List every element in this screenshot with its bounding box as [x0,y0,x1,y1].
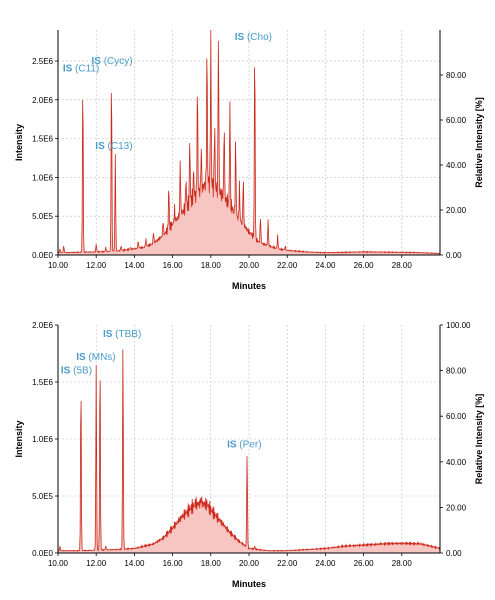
x-tick-label: 20.00 [239,261,260,270]
y-axis-title: Intensity [14,124,24,161]
x-tick-label: 10.00 [48,559,69,568]
y-tick-label: 1.0E6 [32,435,53,444]
y2-tick-label: 20.00 [446,503,467,512]
y2-tick-label: 40.00 [446,458,467,467]
x-tick-label: 24.00 [315,559,336,568]
y-tick-label: 5.0E5 [32,492,53,501]
y-tick-label: 2.0E6 [32,96,53,105]
x-tick-label: 12.00 [86,261,107,270]
x-tick-label: 18.00 [201,559,222,568]
x-tick-label: 14.00 [124,261,145,270]
x-tick-label: 12.00 [86,559,107,568]
x-tick-label: 20.00 [239,559,260,568]
y-tick-label: 2.0E6 [32,321,53,330]
y2-tick-label: 60.00 [446,412,467,421]
peak-annotation: IS (C11) [63,64,100,75]
x-axis-title: Minutes [232,579,266,589]
y2-tick-label: 80.00 [446,71,467,80]
y2-tick-label: 0.00 [446,251,462,260]
peak-annotation: IS (Per) [227,440,261,451]
y-tick-label: 5.0E5 [32,212,53,221]
chromatogram-bottom: 10.00 12.00 14.00 16.00 18.00 20.00 22.00 24.00… [14,321,484,589]
peak-annotation: IS (Cho) [235,32,272,43]
peak-annotation: IS (5B) [61,366,92,377]
y-tick-label: 1.5E6 [32,135,53,144]
y-tick-label: 0.0E0 [32,251,53,260]
y-tick-label: 1.0E6 [32,173,53,182]
x-tick-label: 14.00 [124,559,145,568]
x-tick-label: 10.00 [48,261,69,270]
y-tick-label: 1.5E6 [32,378,53,387]
x-tick-label: 16.00 [163,261,184,270]
x-tick-label: 24.00 [315,261,336,270]
y-tick-label: 0.0E0 [32,549,53,558]
x-tick-label: 22.00 [277,261,298,270]
y2-axis-title: Relative Intensity [%] [474,394,484,485]
y2-tick-label: 60.00 [446,116,467,125]
y2-tick-label: 100.00 [446,321,471,330]
peak-annotation: IS (C13) [95,141,132,152]
peak-annotation: IS (MNs) [76,352,115,363]
x-axis-title: Minutes [232,281,266,291]
y-tick-label: 2.5E6 [32,57,53,66]
x-tick-label: 22.00 [277,559,298,568]
chromatogram-top: 10.00 12.00 14.00 16.00 18.00 20.00 22.00 24.00… [14,29,484,291]
y2-tick-label: 80.00 [446,367,467,376]
x-tick-label: 16.00 [163,559,184,568]
x-tick-label: 26.00 [354,261,375,270]
chromatogram-trace [57,29,441,255]
y-axis-title: Intensity [14,420,24,457]
x-tick-label: 28.00 [392,261,413,270]
chromatogram-trace [57,349,441,552]
peak-annotation: IS (TBB) [103,329,141,340]
y2-tick-label: 40.00 [446,161,467,170]
x-tick-label: 26.00 [354,559,375,568]
y2-axis-title: Relative Intensity [%] [474,97,484,188]
peak-annotation: IS (Cycy) [91,56,132,67]
x-tick-label: 28.00 [392,559,413,568]
y2-tick-label: 20.00 [446,206,467,215]
x-tick-label: 18.00 [201,261,222,270]
y2-tick-label: 0.00 [446,549,462,558]
